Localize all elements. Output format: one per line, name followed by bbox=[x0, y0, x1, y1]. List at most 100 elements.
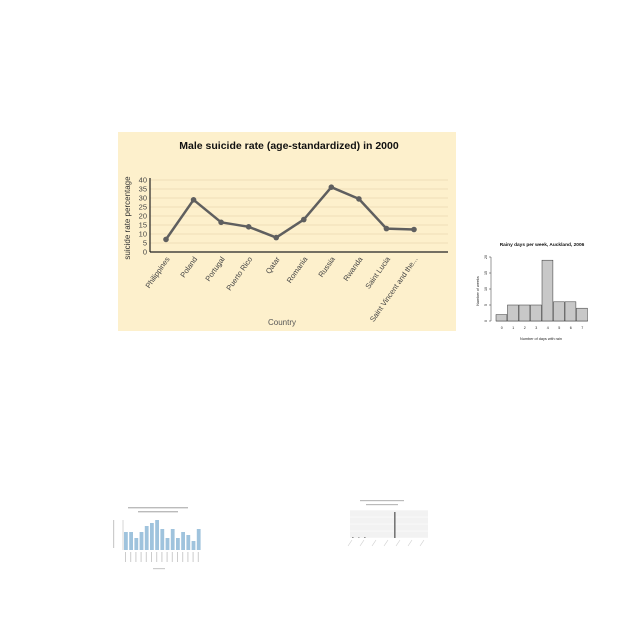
mini-x-label-blur bbox=[197, 552, 199, 562]
rain-x-tick-label: 5 bbox=[558, 326, 560, 330]
mini-malaria-chart-thumbnail bbox=[338, 496, 432, 556]
y-tick-label: 5 bbox=[143, 239, 147, 248]
mini-xlabel-blur bbox=[153, 568, 165, 570]
rain-bar bbox=[576, 307, 588, 322]
malaria-x-label-blur bbox=[347, 539, 353, 547]
mini-bar bbox=[155, 520, 159, 550]
rain-bar bbox=[541, 259, 554, 322]
rain-x-tick-label: 4 bbox=[547, 326, 549, 330]
data-point bbox=[328, 184, 335, 190]
malaria-bar bbox=[358, 537, 360, 538]
rain-y-tick-label: 15 bbox=[484, 271, 488, 275]
mini-bar bbox=[181, 532, 185, 550]
rain-bar bbox=[564, 301, 577, 322]
x-tick-label: Romania bbox=[285, 254, 310, 284]
data-point bbox=[245, 224, 252, 230]
y-tick-label: 25 bbox=[139, 203, 147, 212]
mini-bar bbox=[144, 526, 149, 550]
x-tick-label: Saint Lucia bbox=[363, 254, 392, 290]
mini-bar bbox=[150, 523, 154, 550]
x-tick-label: Philippines bbox=[143, 255, 171, 290]
mini-x-label-blur bbox=[192, 552, 194, 562]
rain-x-tick-label: 1 bbox=[512, 326, 514, 330]
y-tick-label: 15 bbox=[139, 221, 147, 230]
suicide-rate-chart-svg: Male suicide rate (age-standardized) in … bbox=[123, 140, 448, 327]
rain-x-tick-label: 3 bbox=[535, 326, 537, 330]
y-tick-label: 35 bbox=[139, 185, 147, 194]
mini-bar bbox=[165, 538, 170, 550]
malaria-bar bbox=[394, 512, 396, 538]
mini-malaria-chart-svg bbox=[347, 500, 428, 547]
x-tick-label: Saint Vincent and the... bbox=[368, 255, 420, 324]
mini-x-label-blur bbox=[177, 552, 178, 562]
y-tick-label: 0 bbox=[143, 248, 147, 257]
rain-bar bbox=[518, 304, 531, 322]
mini-x-label-blur bbox=[182, 552, 184, 562]
malaria-bar bbox=[364, 537, 366, 538]
y-tick-label: 20 bbox=[139, 212, 147, 221]
mini-bar-chart-svg bbox=[113, 507, 201, 570]
rain-x-axis-label: Number of days with rain bbox=[520, 337, 562, 341]
data-point bbox=[273, 234, 280, 241]
rain-chart-title: Rainy days per week, Auckland, 2006 bbox=[500, 242, 585, 248]
rain-x-tick-label: 7 bbox=[581, 326, 583, 330]
x-tick-label: Qatar bbox=[264, 255, 282, 276]
data-point bbox=[356, 196, 362, 202]
malaria-x-label-blur bbox=[371, 539, 377, 547]
rain-y-axis-label: Number of weeks bbox=[476, 276, 480, 306]
data-point bbox=[300, 216, 307, 223]
data-point bbox=[411, 226, 417, 233]
mini-ylabel-blur bbox=[113, 520, 115, 548]
y-tick-label: 10 bbox=[139, 230, 147, 239]
rain-bar bbox=[530, 304, 542, 322]
data-point bbox=[163, 236, 169, 243]
x-tick-label: Puerto Rico bbox=[224, 255, 254, 292]
rain-y-tick-label: 0 bbox=[484, 320, 488, 322]
malaria-x-label-blur bbox=[419, 539, 425, 547]
malaria-x-label-blur bbox=[359, 539, 365, 547]
mini-x-label-blur bbox=[187, 552, 189, 562]
y-axis-label: suicide rate percentage bbox=[123, 176, 132, 260]
x-axis-label: Country bbox=[268, 318, 296, 327]
mini-bar bbox=[191, 541, 196, 550]
mini-bar bbox=[160, 529, 165, 550]
rain-bar bbox=[495, 314, 508, 322]
mini-x-label-blur bbox=[171, 552, 173, 562]
malaria-bar bbox=[352, 537, 354, 538]
rain-y-tick-label: 5 bbox=[484, 304, 488, 306]
mini-x-label-blur bbox=[161, 552, 163, 562]
rain-bar bbox=[507, 304, 519, 322]
mini-x-label-blur bbox=[145, 552, 147, 562]
mini-bar bbox=[196, 529, 201, 550]
mini-bar bbox=[186, 535, 191, 550]
data-point bbox=[190, 197, 197, 203]
y-tick-label: 40 bbox=[139, 176, 147, 185]
y-tick-label: 30 bbox=[139, 194, 147, 203]
rain-x-tick-label: 2 bbox=[524, 326, 526, 330]
suicide-rate-line-chart: Male suicide rate (age-standardized) in … bbox=[118, 132, 456, 331]
mini-x-label-blur bbox=[125, 552, 126, 562]
mini-x-label-blur bbox=[156, 552, 158, 562]
malaria-title-blur-2 bbox=[366, 504, 398, 506]
malaria-x-label-blur bbox=[383, 539, 389, 547]
mini-x-label-blur bbox=[151, 552, 152, 562]
mini-bar bbox=[124, 532, 128, 550]
x-tick-label: Russia bbox=[316, 254, 337, 279]
rain-x-tick-label: 0 bbox=[501, 326, 503, 330]
rain-y-tick-label: 10 bbox=[484, 287, 488, 291]
mini-bar bbox=[139, 532, 144, 550]
series-line bbox=[164, 185, 415, 241]
mini-x-label-blur bbox=[166, 552, 168, 562]
rain-y-tick-label: 20 bbox=[484, 255, 488, 259]
malaria-x-label-blur bbox=[407, 539, 413, 547]
mini-bar bbox=[176, 538, 180, 550]
rainy-days-chart-svg: Rainy days per week, Auckland, 2006 Numb… bbox=[476, 242, 588, 341]
x-tick-label: Portugal bbox=[203, 255, 227, 283]
mini-bar bbox=[129, 532, 133, 550]
mini-bar bbox=[170, 529, 175, 550]
chart-title: Male suicide rate (age-standardized) in … bbox=[179, 140, 399, 152]
x-tick-label: Rwanda bbox=[341, 254, 365, 282]
mini-x-label-blur bbox=[135, 552, 137, 562]
malaria-title-blur-1 bbox=[360, 500, 404, 502]
mini-x-label-blur bbox=[130, 552, 132, 562]
